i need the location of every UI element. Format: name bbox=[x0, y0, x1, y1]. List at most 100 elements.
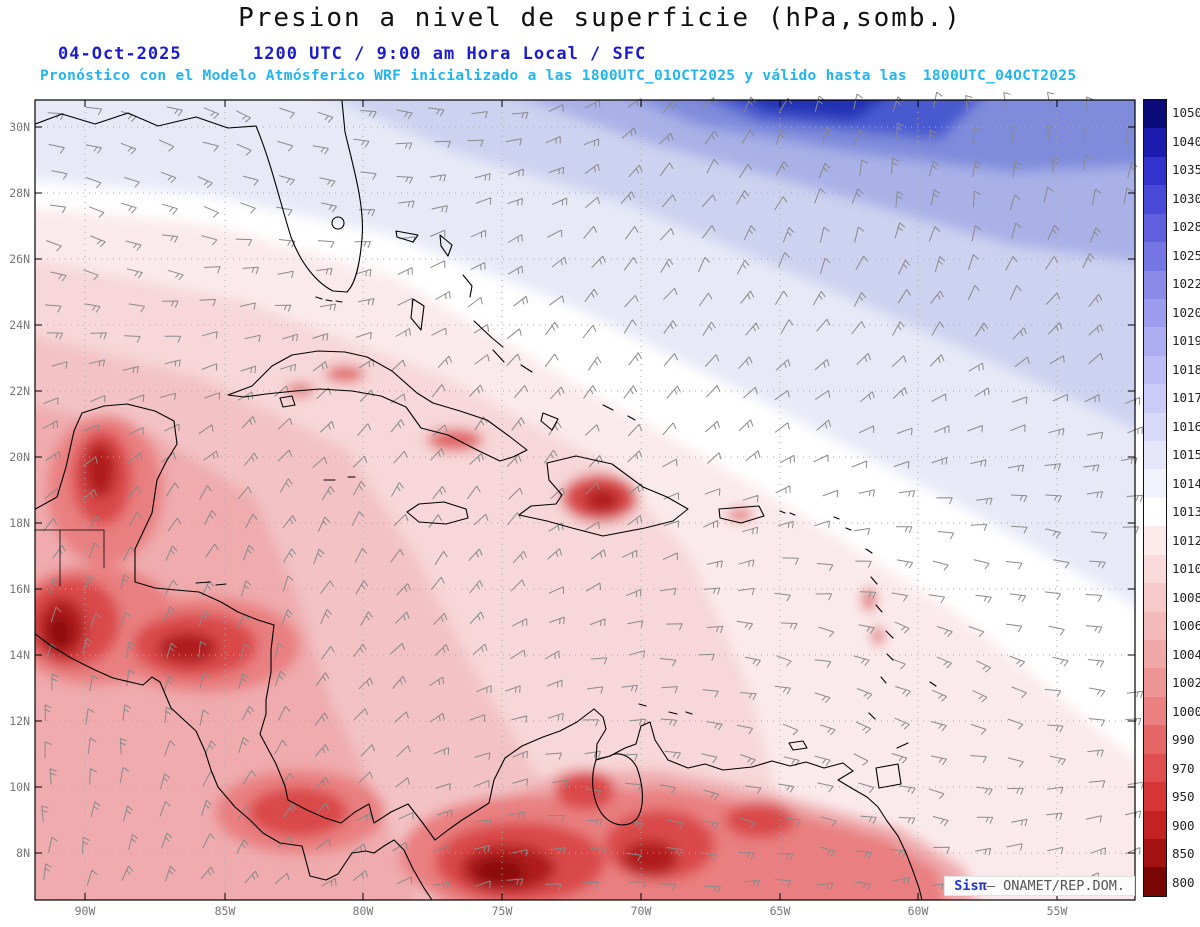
lat-label: 12N bbox=[9, 714, 30, 728]
cayman-islands bbox=[323, 476, 356, 481]
colorbar-value: 1016 bbox=[1172, 418, 1200, 434]
colorbar-value: 1008 bbox=[1172, 589, 1200, 605]
lat-label: 8N bbox=[16, 846, 30, 860]
colorbar-value: 1028 bbox=[1172, 219, 1200, 234]
wind-barbs bbox=[41, 91, 1144, 894]
forecast-date: 04-Oct-2025 bbox=[58, 44, 182, 64]
colorbar-swatch bbox=[1144, 554, 1166, 584]
page-title: Presion a nivel de superficie (hPa,somb.… bbox=[238, 3, 962, 33]
lon-label: 80W bbox=[352, 904, 374, 918]
lon-label: 55W bbox=[1046, 904, 1068, 918]
lat-label: 28N bbox=[9, 186, 30, 200]
coast-pacific-central-america bbox=[35, 633, 433, 900]
colorbar-swatch bbox=[1144, 185, 1166, 214]
colorbar-swatch bbox=[1144, 100, 1166, 129]
coast-puerto-rico bbox=[718, 505, 765, 524]
colorbar-value: 1013 bbox=[1172, 504, 1200, 519]
colorbar-value: 1014 bbox=[1172, 475, 1200, 491]
lon-label: 60W bbox=[907, 904, 929, 918]
colorbar-value: 1012 bbox=[1172, 532, 1200, 548]
pressure-shading bbox=[35, 100, 1135, 900]
colorbar-swatch bbox=[1144, 242, 1166, 271]
colorbar-swatch bbox=[1144, 412, 1166, 442]
colorbar-swatch bbox=[1144, 696, 1166, 726]
attribution-source: ONAMET/REP.DOM. bbox=[1003, 878, 1125, 894]
florida-keys bbox=[315, 296, 343, 303]
lon-label: 75W bbox=[491, 904, 513, 918]
colorbar-swatch bbox=[1144, 469, 1166, 498]
colorbar-swatch bbox=[1144, 611, 1166, 641]
attribution-separator: — bbox=[986, 878, 1004, 894]
lat-label: 18N bbox=[9, 516, 30, 530]
colorbar-value: 970 bbox=[1172, 760, 1195, 776]
colorbar-swatch bbox=[1144, 725, 1166, 754]
colorbar-value: 1025 bbox=[1172, 247, 1200, 263]
lon-label: 90W bbox=[74, 904, 96, 918]
margarita-island bbox=[788, 740, 808, 751]
colorbar-swatch bbox=[1144, 441, 1166, 470]
colorbar-swatch bbox=[1144, 128, 1166, 157]
forecast-time-line: 1200 UTC / 9:00 am Hora Local / SFC bbox=[253, 44, 647, 64]
coast-south-america bbox=[434, 708, 923, 900]
forecast-valid-until: 1800UTC_04OCT2025 bbox=[922, 68, 1077, 84]
lake-okeechobee bbox=[331, 216, 345, 230]
lon-label: 70W bbox=[630, 904, 652, 918]
lat-label: 14N bbox=[9, 648, 30, 662]
colorbar-value: 950 bbox=[1172, 789, 1195, 804]
colorbar-value: 1050 bbox=[1172, 105, 1200, 120]
colorbar-swatch bbox=[1144, 327, 1166, 356]
isle-of-youth bbox=[279, 395, 296, 408]
colorbar-swatch bbox=[1144, 838, 1166, 868]
colorbar-value: 990 bbox=[1172, 732, 1195, 747]
coast-gulf-florida bbox=[35, 100, 364, 293]
colorbar-swatch bbox=[1144, 782, 1166, 811]
colorbar-value: 1030 bbox=[1172, 190, 1200, 206]
lake-maracaibo bbox=[592, 753, 643, 826]
colorbar-labels: 1050 1040 1035 1030 1028 1025 1022 1020 1019 1018… bbox=[1172, 99, 1200, 897]
map-border bbox=[34, 99, 1136, 901]
coast-yucatan-central-america bbox=[35, 403, 436, 841]
coast-hispaniola bbox=[518, 455, 689, 537]
colorbar-value: 1020 bbox=[1172, 304, 1200, 320]
colorbar-value: 1040 bbox=[1172, 133, 1200, 149]
bahamas-islands bbox=[395, 230, 636, 431]
forecast-model-text: Pronóstico con el Modelo Atmósferico WRF… bbox=[40, 68, 907, 84]
colorbar-swatch bbox=[1144, 355, 1166, 385]
colorbar-value: 1035 bbox=[1172, 162, 1200, 177]
colorbar-swatch bbox=[1144, 497, 1166, 527]
lesser-antilles bbox=[638, 510, 937, 720]
colorbar-swatch bbox=[1144, 384, 1166, 413]
colorbar-value: 1015 bbox=[1172, 447, 1200, 462]
country-borders bbox=[35, 529, 105, 587]
trinidad-tobago bbox=[875, 742, 909, 789]
lat-label: 10N bbox=[9, 780, 30, 794]
forecast-model-line: Pronóstico con el Modelo Atmósferico WRF… bbox=[40, 68, 1076, 84]
colorbar-value: 850 bbox=[1172, 846, 1195, 861]
lon-label: 65W bbox=[769, 904, 791, 918]
colorbar-value: 1006 bbox=[1172, 618, 1200, 633]
colorbar-value: 1002 bbox=[1172, 675, 1200, 690]
colorbar-swatch bbox=[1144, 298, 1166, 328]
coast-jamaica bbox=[406, 501, 469, 525]
colorbar-swatch bbox=[1144, 810, 1166, 839]
colorbar-value: 1017 bbox=[1172, 390, 1200, 405]
colorbar-swatch bbox=[1144, 583, 1166, 612]
colorbar-swatch bbox=[1144, 270, 1166, 299]
lat-label: 22N bbox=[9, 384, 30, 398]
colorbar-value: 900 bbox=[1172, 817, 1195, 833]
colorbar-swatch bbox=[1144, 753, 1166, 783]
colorbar-value: 1004 bbox=[1172, 646, 1200, 662]
colorbar-value: 1010 bbox=[1172, 561, 1200, 576]
pressure-colorbar: 1050 1040 1035 1030 1028 1025 1022 1020 1019 1018… bbox=[1143, 99, 1200, 897]
axis-ticks bbox=[35, 100, 1135, 900]
colorbar-value: 1019 bbox=[1172, 333, 1200, 348]
lon-label: 85W bbox=[214, 904, 236, 918]
attribution-brand: Sisπ bbox=[954, 878, 987, 894]
attribution-box: Sisπ— ONAMET/REP.DOM. bbox=[944, 876, 1135, 896]
coastlines bbox=[35, 100, 937, 900]
bay-islands bbox=[195, 581, 227, 586]
colorbar-swatch bbox=[1144, 867, 1166, 896]
lat-label: 26N bbox=[9, 252, 30, 266]
